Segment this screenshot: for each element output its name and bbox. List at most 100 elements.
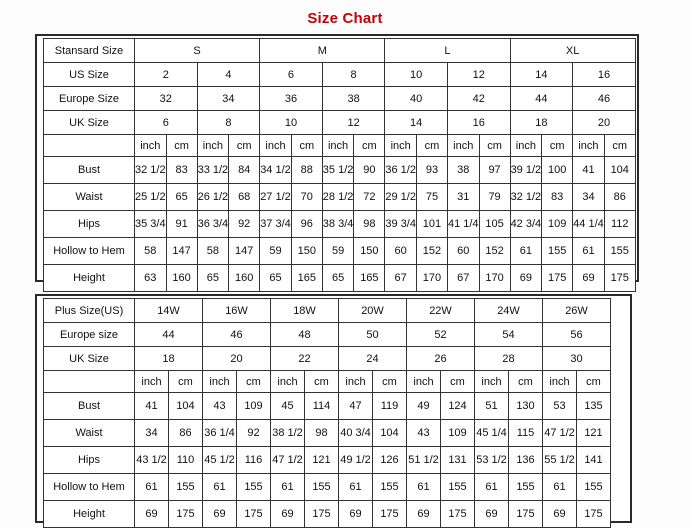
cell-value: 105 [478,210,511,238]
cell-value: 130 [508,392,543,420]
row-label-height: Height [43,264,135,292]
cell-value: 27 1/2 [259,183,292,211]
cell-value: 98 [353,210,386,238]
table-row: UK Size 18 20 22 24 26 28 30 [43,346,611,371]
cell-value: 69 [406,500,441,528]
cell-value: 155 [576,473,611,501]
cell-value: 155 [236,473,271,501]
plus-size-26w: 26W [542,298,611,323]
row-label-height: Height [43,500,135,528]
unit-header-inch: inch [196,134,230,157]
unit-header-cm: cm [541,134,574,157]
unit-header-cm: cm [508,370,543,393]
cell-value: 83 [165,156,198,184]
cell-value: 43 1/2 [134,446,169,474]
cell-value: 61 [270,473,305,501]
cell-value: 92 [236,419,271,447]
cell-value: 65 [321,264,355,292]
cell-value: 43 [406,419,441,447]
table-row: Hips 35 3/4 91 36 3/4 92 37 3/4 96 38 3/4 98 39 3… [43,210,636,238]
unit-header-inch: inch [321,134,355,157]
unit-header-inch: inch [446,134,480,157]
unit-header-cm: cm [603,134,636,157]
cell-value: 50 [338,322,407,347]
cell-value: 41 1/4 [446,210,480,238]
cell-value: 70 [290,183,323,211]
unit-header-inch: inch [134,370,169,393]
cell-value: 141 [576,446,611,474]
cell-value: 175 [603,264,636,292]
unit-header-cm: cm [228,134,261,157]
cell-value: 69 [270,500,305,528]
cell-value: 175 [236,500,271,528]
unit-header-inch: inch [338,370,373,393]
cell-value: 55 1/2 [542,446,577,474]
cell-value: 72 [353,183,386,211]
cell-value: 42 [446,86,511,111]
cell-value: 44 1/4 [572,210,605,238]
table-row: Bust 41 104 43 109 45 114 47 119 49 124 51 130 53 135 [43,392,611,420]
plus-size-header-row: Plus Size(US) 14W 16W 18W 20W 22W 24W 26W [43,298,611,323]
cell-value: 34 1/2 [259,156,292,184]
cell-value: 60 [384,237,417,265]
table-row: Hips 43 1/2 110 45 1/2 116 47 1/2 121 49 1/2 126… [43,446,611,474]
cell-value: 175 [304,500,339,528]
cell-value: 65 [259,264,292,292]
cell-value: 175 [541,264,574,292]
cell-value: 126 [372,446,407,474]
cell-value: 69 [542,500,577,528]
cell-value: 26 [406,346,475,371]
unit-header-inch: inch [572,134,605,157]
cell-value: 100 [541,156,574,184]
table-row: US Size 2 4 6 8 10 12 14 16 [43,62,636,87]
table-row: Europe size 44 46 48 50 52 54 56 [43,322,611,347]
cell-value: 49 [406,392,441,420]
cell-value: 116 [236,446,271,474]
table-row: Hollow to Hem 58 147 58 147 59 150 59 150 60 152 60… [43,237,636,265]
standard-label-header: Stansard Size [43,38,135,63]
cell-value: 114 [304,392,339,420]
cell-value: 38 [446,156,480,184]
unit-row-blank-label [43,370,135,393]
cell-value: 58 [196,237,230,265]
cell-value: 65 [196,264,230,292]
unit-header-cm: cm [290,134,323,157]
cell-value: 160 [228,264,261,292]
unit-header-cm: cm [353,134,386,157]
table-row: Europe Size 32 34 36 38 40 42 44 46 [43,86,636,111]
cell-value: 38 1/2 [270,419,305,447]
plus-size-14w: 14W [134,298,203,323]
table-row: Bust 32 1/2 83 33 1/2 84 34 1/2 88 35 1/2 90 36 1… [43,156,636,184]
cell-value: 52 [406,322,475,347]
cell-value: 61 [474,473,509,501]
cell-value: 60 [446,237,480,265]
cell-value: 32 1/2 [134,156,167,184]
cell-value: 49 1/2 [338,446,373,474]
cell-value: 115 [508,419,543,447]
cell-value: 121 [304,446,339,474]
cell-value: 61 [542,473,577,501]
cell-value: 16 [572,62,636,87]
cell-value: 25 1/2 [134,183,167,211]
row-label-europe-size: Europe size [43,322,135,347]
cell-value: 69 [202,500,237,528]
cell-value: 51 [474,392,509,420]
unit-header-cm: cm [165,134,198,157]
cell-value: 65 [165,183,198,211]
cell-value: 6 [134,110,198,135]
cell-value: 38 [321,86,386,111]
cell-value: 92 [228,210,261,238]
cell-value: 48 [270,322,339,347]
cell-value: 59 [321,237,355,265]
unit-header-inch: inch [270,370,305,393]
cell-value: 41 [134,392,169,420]
cell-value: 20 [202,346,271,371]
cell-value: 124 [440,392,475,420]
unit-header-cm: cm [415,134,448,157]
cell-value: 35 3/4 [134,210,167,238]
cell-value: 121 [576,419,611,447]
cell-value: 39 3/4 [384,210,417,238]
cell-value: 98 [304,419,339,447]
cell-value: 112 [603,210,636,238]
cell-value: 96 [290,210,323,238]
